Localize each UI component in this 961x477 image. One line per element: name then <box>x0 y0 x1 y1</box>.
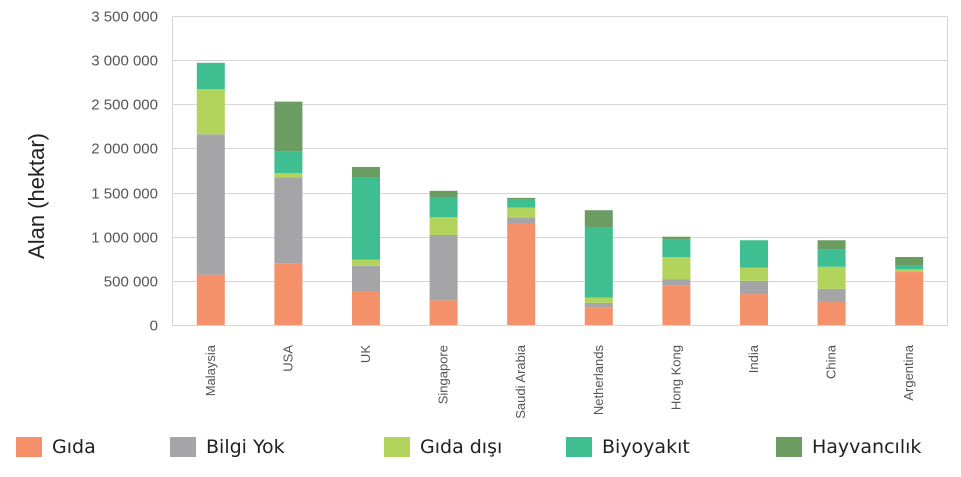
category-label: Hong Kong <box>668 345 683 410</box>
legend-item-gida: Gıda <box>16 436 96 458</box>
bar-segment <box>662 257 691 280</box>
y-tick-label: 2 500 000 <box>91 97 158 114</box>
bar-segment <box>429 300 458 325</box>
category-label: UK <box>358 345 373 363</box>
legend-label: Biyoyakıt <box>602 436 690 458</box>
bar-segment <box>507 217 536 224</box>
bar-segment <box>662 285 691 325</box>
category-label: Saudi Arabia <box>513 344 528 418</box>
bars <box>196 62 924 325</box>
bar-segment <box>584 297 613 303</box>
bar-segment <box>429 190 458 198</box>
bar-segment <box>584 210 613 228</box>
bar-segment <box>352 259 380 266</box>
legend: Gıda Bilgi Yok Gıda dışı Biyoyakıt Hayva… <box>0 436 961 476</box>
bar-segment <box>274 263 303 325</box>
legend-swatch <box>170 437 196 457</box>
bar-segment <box>507 197 536 200</box>
bar-segment <box>584 307 613 325</box>
bar-segment <box>274 151 303 174</box>
category-label: Argentina <box>901 344 916 400</box>
bar-segment <box>584 227 613 298</box>
bar-segment <box>895 265 924 270</box>
legend-swatch <box>776 437 802 457</box>
category-label: Malaysia <box>203 344 218 396</box>
bar-segment <box>740 280 768 295</box>
bar-segment <box>196 274 225 325</box>
y-tick-labels: 0 500 000 1 000 000 1 500 000 2 000 000 2 500… <box>91 9 158 335</box>
bar-segment <box>352 166 380 178</box>
y-tick-label: 1 500 000 <box>91 186 158 203</box>
category-label: USA <box>280 345 295 372</box>
bar-segment <box>196 62 225 90</box>
bar-segment <box>429 217 458 235</box>
bar-segment <box>662 236 691 240</box>
bar-segment <box>662 279 691 286</box>
category-label: India <box>746 344 761 373</box>
bar-segment <box>817 266 846 289</box>
bar-segment <box>196 89 225 135</box>
bar-segment <box>817 288 846 303</box>
bar-segment <box>274 177 303 264</box>
bar-segment <box>817 302 846 325</box>
bar-segment <box>429 234 458 301</box>
category-label: China <box>824 344 839 379</box>
legend-swatch <box>384 437 410 457</box>
legend-label: Gıda dışı <box>420 436 503 458</box>
bar-segment <box>196 134 225 275</box>
bar-segment <box>352 177 380 260</box>
bar-segment <box>429 197 458 218</box>
bar-segment <box>274 173 303 178</box>
legend-item-bilgi-yok: Bilgi Yok <box>170 436 285 458</box>
legend-item-gida-disi: Gıda dışı <box>384 436 502 458</box>
bar-segment <box>895 272 924 325</box>
legend-label: Hayvancılık <box>812 436 922 458</box>
bar-segment <box>817 249 846 267</box>
legend-label: Gıda <box>52 436 96 458</box>
stacked-bar-chart: Alan (hektar) 0 500 000 1 000 000 1 500 000… <box>24 9 948 419</box>
bar-segment <box>895 269 924 273</box>
bar-segment <box>740 267 768 281</box>
category-label: Singapore <box>436 345 451 404</box>
y-tick-label: 1 000 000 <box>91 230 158 247</box>
bar-segment <box>817 240 846 250</box>
legend-item-hayvancilik: Hayvancılık <box>776 436 921 458</box>
bar-segment <box>352 265 380 292</box>
bar-segment <box>274 101 303 152</box>
bar-segment <box>507 199 536 208</box>
legend-item-biyoyakit: Biyoyakıt <box>566 436 690 458</box>
bar-segment <box>740 240 768 268</box>
bar-segment <box>740 294 768 325</box>
y-axis-label: Alan (hektar) <box>24 133 49 259</box>
legend-swatch <box>566 437 592 457</box>
category-labels: Malaysia USA UK Singapore Saudi Arabia Nether… <box>203 344 916 419</box>
category-label: Netherlands <box>591 345 606 416</box>
legend-swatch <box>16 437 42 457</box>
y-tick-label: 3 500 000 <box>91 9 158 26</box>
bar-segment <box>584 302 613 308</box>
legend-label: Bilgi Yok <box>206 436 285 458</box>
bar-segment <box>507 207 536 218</box>
y-tick-label: 0 <box>150 318 158 335</box>
bar-segment <box>895 257 924 266</box>
bar-segment <box>352 291 380 325</box>
bar-segment <box>507 223 536 325</box>
y-tick-label: 2 000 000 <box>91 141 158 158</box>
y-tick-label: 500 000 <box>104 274 158 291</box>
bar-segment <box>662 239 691 258</box>
y-tick-label: 3 000 000 <box>91 53 158 70</box>
